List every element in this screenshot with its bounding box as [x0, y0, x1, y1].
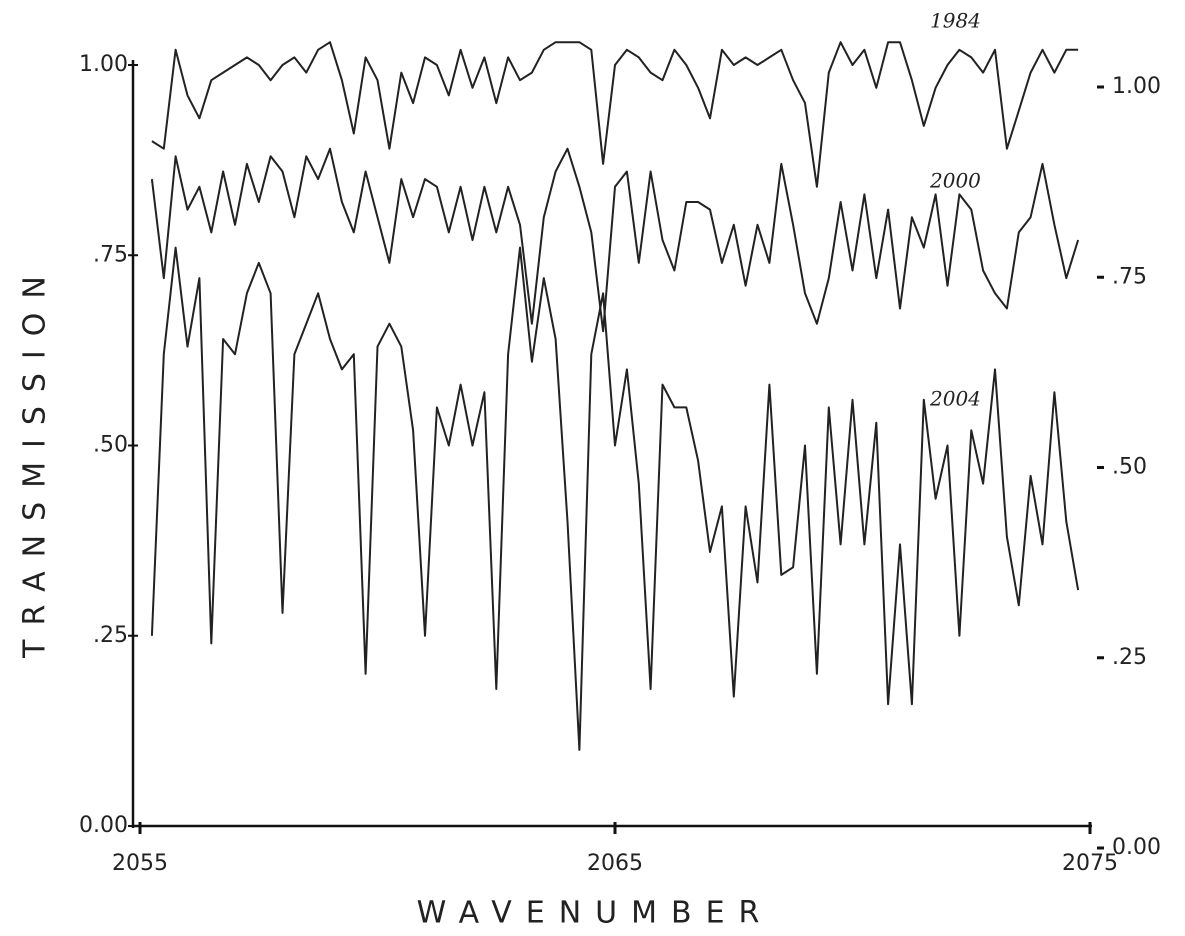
y-tick-label: .50: [93, 433, 128, 458]
y-tick-label: .75: [93, 242, 128, 267]
y2-tick-label: .25: [1112, 645, 1147, 670]
y-tick-label: .25: [93, 623, 128, 648]
y2-tick-label: 1.00: [1112, 74, 1161, 99]
x-tick-label: 2075: [1062, 851, 1118, 876]
y-tick-label: 0.00: [79, 813, 128, 838]
series-line: [150, 147, 1080, 333]
y-tick-label: 1.00: [79, 52, 128, 77]
series-label: 2000: [929, 169, 981, 193]
y2-tick-label: .75: [1112, 264, 1147, 289]
y-axis-title: TRANSMISSION: [18, 262, 53, 659]
series-line: [150, 246, 1080, 751]
series-label: 2004: [929, 387, 981, 411]
y2-tick-label: 0.00: [1112, 835, 1161, 860]
series-line: [151, 41, 1079, 188]
series-label: 1984: [930, 9, 981, 33]
x-axis-title: WAVENUMBER: [417, 896, 774, 931]
x-tick-label: 2055: [112, 851, 168, 876]
x-tick-label: 2065: [587, 851, 643, 876]
y2-tick-label: .50: [1112, 455, 1147, 480]
